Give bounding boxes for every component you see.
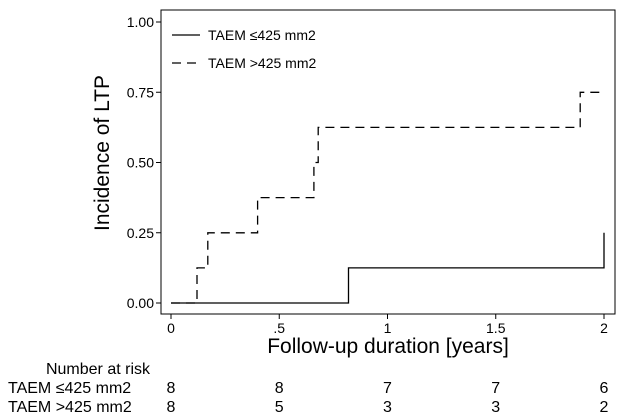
risk-cell: 5	[275, 399, 284, 416]
y-axis-title: Incidence of LTP	[91, 75, 114, 231]
y-tick-label: 0.75	[127, 84, 154, 100]
legend: TAEM ≤425 mm2 TAEM >425 mm2	[172, 27, 316, 71]
risk-cell: 7	[383, 380, 392, 397]
x-tick-label: 1	[384, 320, 392, 336]
risk-cell: 6	[600, 380, 609, 397]
risk-cell: 7	[491, 380, 500, 397]
series-line-1	[171, 232, 605, 304]
x-axis-title: Follow-up duration [years]	[267, 335, 509, 358]
risk-cell: 8	[167, 399, 176, 416]
risk-cell: 3	[491, 399, 500, 416]
x-tick-label: 1.5	[486, 320, 506, 336]
y-tick-label: 1.00	[127, 14, 154, 30]
series-group	[171, 91, 605, 304]
risk-table: Number at risk TAEM ≤425 mm2 8 8 7 7 6 TAEM >42…	[8, 361, 609, 416]
y-tick-label: 0.00	[127, 295, 154, 311]
legend-label-2: TAEM >425 mm2	[208, 55, 316, 71]
risk-cell: 2	[600, 399, 609, 416]
legend-label-1: TAEM ≤425 mm2	[208, 27, 316, 43]
x-tick-label: 2	[600, 320, 608, 336]
y-tick-label: 0.50	[127, 155, 154, 171]
risk-row-label: TAEM >425 mm2	[8, 399, 132, 416]
risk-table-title: Number at risk	[46, 361, 151, 378]
risk-cell: 8	[275, 380, 284, 397]
axes: 0.00 0.25 0.50 0.75 1.00 0 .5 1 1.5 2	[127, 14, 608, 336]
risk-cell: 3	[383, 399, 392, 416]
series-line-2	[171, 91, 604, 304]
risk-cell: 8	[167, 380, 176, 397]
y-tick-label: 0.25	[127, 225, 154, 241]
x-tick-label: .5	[273, 320, 285, 336]
x-tick-label: 0	[167, 320, 175, 336]
risk-row-label: TAEM ≤425 mm2	[8, 380, 131, 397]
